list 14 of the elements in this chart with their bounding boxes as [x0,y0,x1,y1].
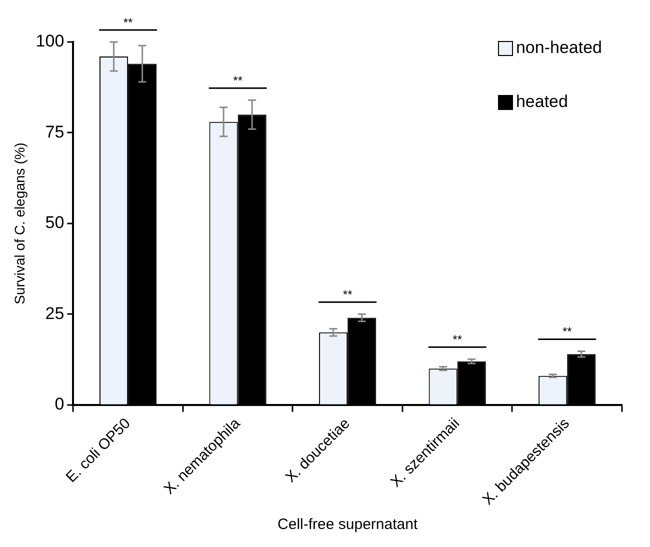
legend-label: heated [516,92,568,112]
y-axis-title: Survival of C. elegans (%) [11,142,28,304]
text: ** [123,15,134,30]
legend-label: non-heated [516,38,602,58]
annotation: ** [233,73,243,88]
annotation: ** [562,324,572,339]
y-tick-label: 50 [45,213,64,232]
y-tick-label: 75 [45,122,64,142]
annotation: ** [342,287,353,302]
y-tick-label: 100 [36,32,64,51]
annotation: ** [452,332,462,346]
x-axis-title: Cell-free supernatant [278,516,418,534]
y-tick-label: 25 [45,304,64,323]
y-tick-label: 0 [54,394,64,414]
